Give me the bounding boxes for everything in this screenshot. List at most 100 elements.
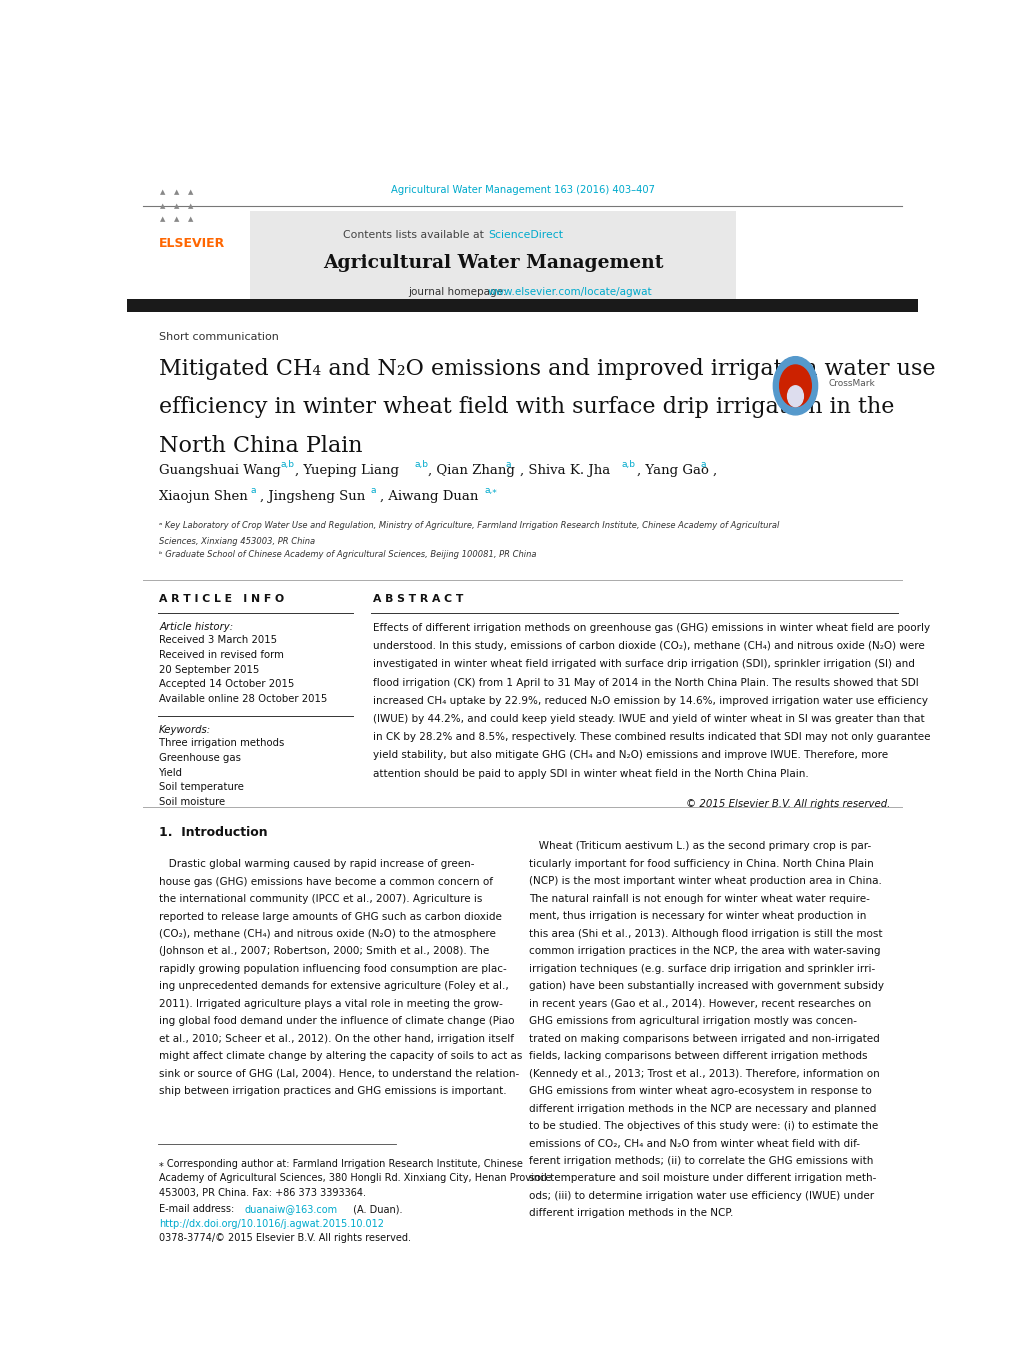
Text: might affect climate change by altering the capacity of soils to act as: might affect climate change by altering … — [159, 1051, 522, 1062]
Text: sink or source of GHG (Lal, 2004). Hence, to understand the relation-: sink or source of GHG (Lal, 2004). Hence… — [159, 1069, 519, 1079]
Text: Sciences, Xinxiang 453003, PR China: Sciences, Xinxiang 453003, PR China — [159, 536, 315, 546]
Text: (Kennedy et al., 2013; Trost et al., 2013). Therefore, information on: (Kennedy et al., 2013; Trost et al., 201… — [529, 1069, 879, 1078]
Text: yield stability, but also mitigate GHG (CH₄ and N₂O) emissions and improve IWUE.: yield stability, but also mitigate GHG (… — [372, 750, 887, 761]
Text: E-mail address:: E-mail address: — [159, 1205, 237, 1215]
Text: ing global food demand under the influence of climate change (Piao: ing global food demand under the influen… — [159, 1016, 515, 1027]
Text: emissions of CO₂, CH₄ and N₂O from winter wheat field with dif-: emissions of CO₂, CH₄ and N₂O from winte… — [529, 1139, 859, 1148]
Text: trated on making comparisons between irrigated and non-irrigated: trated on making comparisons between irr… — [529, 1034, 879, 1044]
Text: house gas (GHG) emissions have become a common concern of: house gas (GHG) emissions have become a … — [159, 877, 492, 886]
Text: efficiency in winter wheat field with surface drip irrigation in the: efficiency in winter wheat field with su… — [159, 396, 894, 419]
Text: irrigation techniques (e.g. surface drip irrigation and sprinkler irri-: irrigation techniques (e.g. surface drip… — [529, 963, 874, 974]
Text: the international community (IPCC et al., 2007). Agriculture is: the international community (IPCC et al.… — [159, 894, 482, 904]
Text: a: a — [700, 459, 705, 469]
Text: www.elsevier.com/locate/agwat: www.elsevier.com/locate/agwat — [487, 286, 651, 297]
Text: Effects of different irrigation methods on greenhouse gas (GHG) emissions in win: Effects of different irrigation methods … — [372, 623, 928, 634]
Text: 2011). Irrigated agriculture plays a vital role in meeting the grow-: 2011). Irrigated agriculture plays a vit… — [159, 998, 502, 1009]
Text: (IWUE) by 44.2%, and could keep yield steady. IWUE and yield of winter wheat in : (IWUE) by 44.2%, and could keep yield st… — [372, 713, 923, 724]
Text: this area (Shi et al., 2013). Although flood irrigation is still the most: this area (Shi et al., 2013). Although f… — [529, 928, 881, 939]
Text: rapidly growing population influencing food consumption are plac-: rapidly growing population influencing f… — [159, 965, 506, 974]
Text: A B S T R A C T: A B S T R A C T — [372, 594, 463, 604]
Text: Contents lists available at: Contents lists available at — [342, 230, 487, 239]
Circle shape — [772, 357, 817, 415]
Text: Keywords:: Keywords: — [159, 725, 211, 735]
Text: ship between irrigation practices and GHG emissions is important.: ship between irrigation practices and GH… — [159, 1086, 506, 1096]
Text: GHG emissions from winter wheat agro-ecosystem in response to: GHG emissions from winter wheat agro-eco… — [529, 1086, 871, 1096]
Text: in recent years (Gao et al., 2014). However, recent researches on: in recent years (Gao et al., 2014). Howe… — [529, 998, 870, 1009]
Text: common irrigation practices in the NCP, the area with water-saving: common irrigation practices in the NCP, … — [529, 946, 879, 957]
Text: increased CH₄ uptake by 22.9%, reduced N₂O emission by 14.6%, improved irrigatio: increased CH₄ uptake by 22.9%, reduced N… — [372, 696, 926, 705]
Text: , Yueping Liang: , Yueping Liang — [294, 463, 398, 477]
Text: , Yang Gao: , Yang Gao — [636, 463, 708, 477]
Text: (Johnson et al., 2007; Robertson, 2000; Smith et al., 2008). The: (Johnson et al., 2007; Robertson, 2000; … — [159, 947, 489, 957]
Text: © 2015 Elsevier B.V. All rights reserved.: © 2015 Elsevier B.V. All rights reserved… — [686, 798, 890, 809]
Text: ing unprecedented demands for extensive agriculture (Foley et al.,: ing unprecedented demands for extensive … — [159, 981, 508, 992]
Text: ▲: ▲ — [159, 203, 165, 208]
Text: ment, thus irrigation is necessary for winter wheat production in: ment, thus irrigation is necessary for w… — [529, 912, 865, 921]
Text: ▲: ▲ — [187, 216, 194, 222]
Text: a,⁎: a,⁎ — [484, 485, 497, 494]
Text: Mitigated CH₄ and N₂O emissions and improved irrigation water use: Mitigated CH₄ and N₂O emissions and impr… — [159, 358, 934, 380]
Text: 20 September 2015: 20 September 2015 — [159, 665, 259, 674]
Text: , Qian Zhang: , Qian Zhang — [428, 463, 515, 477]
Circle shape — [787, 386, 803, 407]
Text: (CO₂), methane (CH₄) and nitrous oxide (N₂O) to the atmosphere: (CO₂), methane (CH₄) and nitrous oxide (… — [159, 929, 495, 939]
Text: Received in revised form: Received in revised form — [159, 650, 283, 661]
Text: Soil moisture: Soil moisture — [159, 797, 225, 807]
Text: (A. Duan).: (A. Duan). — [351, 1205, 403, 1215]
Text: http://dx.doi.org/10.1016/j.agwat.2015.10.012: http://dx.doi.org/10.1016/j.agwat.2015.1… — [159, 1219, 384, 1229]
Text: et al., 2010; Scheer et al., 2012). On the other hand, irrigation itself: et al., 2010; Scheer et al., 2012). On t… — [159, 1034, 514, 1044]
Text: duanaiw@163.com: duanaiw@163.com — [245, 1205, 337, 1215]
Text: ELSEVIER: ELSEVIER — [159, 236, 225, 250]
Text: different irrigation methods in the NCP.: different irrigation methods in the NCP. — [529, 1208, 733, 1219]
Text: 453003, PR China. Fax: +86 373 3393364.: 453003, PR China. Fax: +86 373 3393364. — [159, 1188, 366, 1198]
Text: ods; (iii) to determine irrigation water use efficiency (IWUE) under: ods; (iii) to determine irrigation water… — [529, 1192, 873, 1201]
Text: reported to release large amounts of GHG such as carbon dioxide: reported to release large amounts of GHG… — [159, 912, 501, 921]
Text: ticularly important for food sufficiency in China. North China Plain: ticularly important for food sufficiency… — [529, 859, 873, 869]
Text: Yield: Yield — [159, 767, 183, 778]
Text: Wheat (Triticum aestivum L.) as the second primary crop is par-: Wheat (Triticum aestivum L.) as the seco… — [529, 842, 870, 851]
Text: a,b: a,b — [414, 459, 428, 469]
Text: ferent irrigation methods; (ii) to correlate the GHG emissions with: ferent irrigation methods; (ii) to corre… — [529, 1156, 872, 1166]
Text: , Aiwang Duan: , Aiwang Duan — [380, 490, 478, 503]
Text: Agricultural Water Management: Agricultural Water Management — [323, 254, 663, 272]
Text: fields, lacking comparisons between different irrigation methods: fields, lacking comparisons between diff… — [529, 1051, 867, 1061]
Text: journal homepage:: journal homepage: — [408, 286, 510, 297]
Text: a,b: a,b — [280, 459, 293, 469]
Text: Soil temperature: Soil temperature — [159, 782, 244, 792]
Text: ▲: ▲ — [159, 216, 165, 222]
Text: Guangshuai Wang: Guangshuai Wang — [159, 463, 280, 477]
Text: ᵃ Key Laboratory of Crop Water Use and Regulation, Ministry of Agriculture, Farm: ᵃ Key Laboratory of Crop Water Use and R… — [159, 521, 779, 530]
Text: Academy of Agricultural Sciences, 380 Hongli Rd. Xinxiang City, Henan Province: Academy of Agricultural Sciences, 380 Ho… — [159, 1173, 551, 1183]
Text: ▲: ▲ — [187, 203, 194, 208]
Text: ▲: ▲ — [173, 189, 179, 195]
Text: to be studied. The objectives of this study were: (i) to estimate the: to be studied. The objectives of this st… — [529, 1121, 877, 1131]
Text: The natural rainfall is not enough for winter wheat water require-: The natural rainfall is not enough for w… — [529, 894, 869, 904]
Text: ⁎ Corresponding author at: Farmland Irrigation Research Institute, Chinese: ⁎ Corresponding author at: Farmland Irri… — [159, 1159, 523, 1169]
Text: 1.  Introduction: 1. Introduction — [159, 825, 267, 839]
Text: ▲: ▲ — [173, 203, 179, 208]
Text: a: a — [371, 485, 376, 494]
Text: Agricultural Water Management 163 (2016) 403–407: Agricultural Water Management 163 (2016)… — [390, 185, 654, 195]
Text: Greenhouse gas: Greenhouse gas — [159, 753, 240, 763]
Text: ▲: ▲ — [159, 189, 165, 195]
Text: North China Plain: North China Plain — [159, 435, 363, 457]
Text: GHG emissions from agricultural irrigation mostly was concen-: GHG emissions from agricultural irrigati… — [529, 1016, 856, 1027]
Text: A R T I C L E   I N F O: A R T I C L E I N F O — [159, 594, 284, 604]
Text: understood. In this study, emissions of carbon dioxide (CO₂), methane (CH₄) and : understood. In this study, emissions of … — [372, 642, 923, 651]
Text: Short communication: Short communication — [159, 332, 279, 342]
Text: different irrigation methods in the NCP are necessary and planned: different irrigation methods in the NCP … — [529, 1104, 875, 1113]
Text: soil temperature and soil moisture under different irrigation meth-: soil temperature and soil moisture under… — [529, 1174, 875, 1183]
Text: (NCP) is the most important winter wheat production area in China.: (NCP) is the most important winter wheat… — [529, 877, 881, 886]
Text: a: a — [251, 485, 256, 494]
Text: Received 3 March 2015: Received 3 March 2015 — [159, 635, 277, 646]
Text: a: a — [504, 459, 511, 469]
Text: , Jingsheng Sun: , Jingsheng Sun — [260, 490, 365, 503]
Text: investigated in winter wheat field irrigated with surface drip irrigation (SDI),: investigated in winter wheat field irrig… — [372, 659, 914, 669]
Text: Accepted 14 October 2015: Accepted 14 October 2015 — [159, 680, 294, 689]
Text: Available online 28 October 2015: Available online 28 October 2015 — [159, 693, 327, 704]
Text: ScienceDirect: ScienceDirect — [487, 230, 562, 239]
Text: Article history:: Article history: — [159, 621, 233, 632]
Circle shape — [779, 365, 810, 407]
Text: gation) have been substantially increased with government subsidy: gation) have been substantially increase… — [529, 981, 883, 992]
Text: attention should be paid to apply SDI in winter wheat field in the North China P: attention should be paid to apply SDI in… — [372, 769, 807, 778]
